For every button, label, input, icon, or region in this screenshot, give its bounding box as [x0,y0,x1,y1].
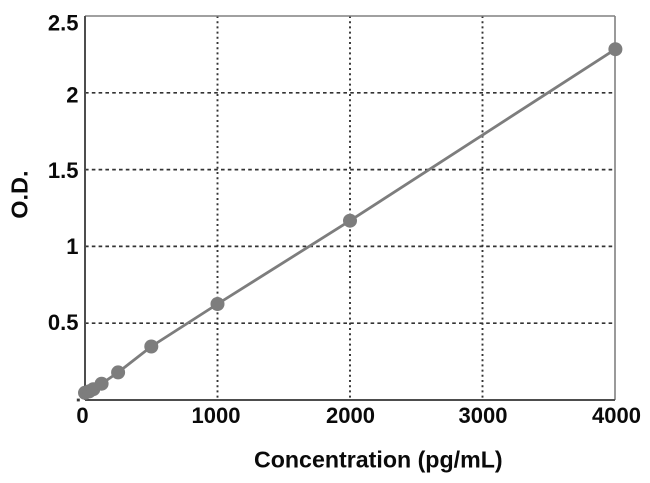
svg-text:1.5: 1.5 [48,158,79,183]
svg-text:O.D.: O.D. [7,170,33,218]
svg-text:2000: 2000 [326,403,375,428]
svg-text:Concentration (pg/mL): Concentration (pg/mL) [254,447,503,473]
svg-text:0: 0 [76,403,88,428]
svg-text:2.5: 2.5 [48,11,79,36]
svg-text:2: 2 [66,83,78,108]
svg-text:1: 1 [66,234,78,259]
svg-text:4000: 4000 [592,403,641,428]
svg-text:1000: 1000 [192,403,241,428]
svg-text:3000: 3000 [459,403,508,428]
svg-text:0.5: 0.5 [48,310,79,335]
